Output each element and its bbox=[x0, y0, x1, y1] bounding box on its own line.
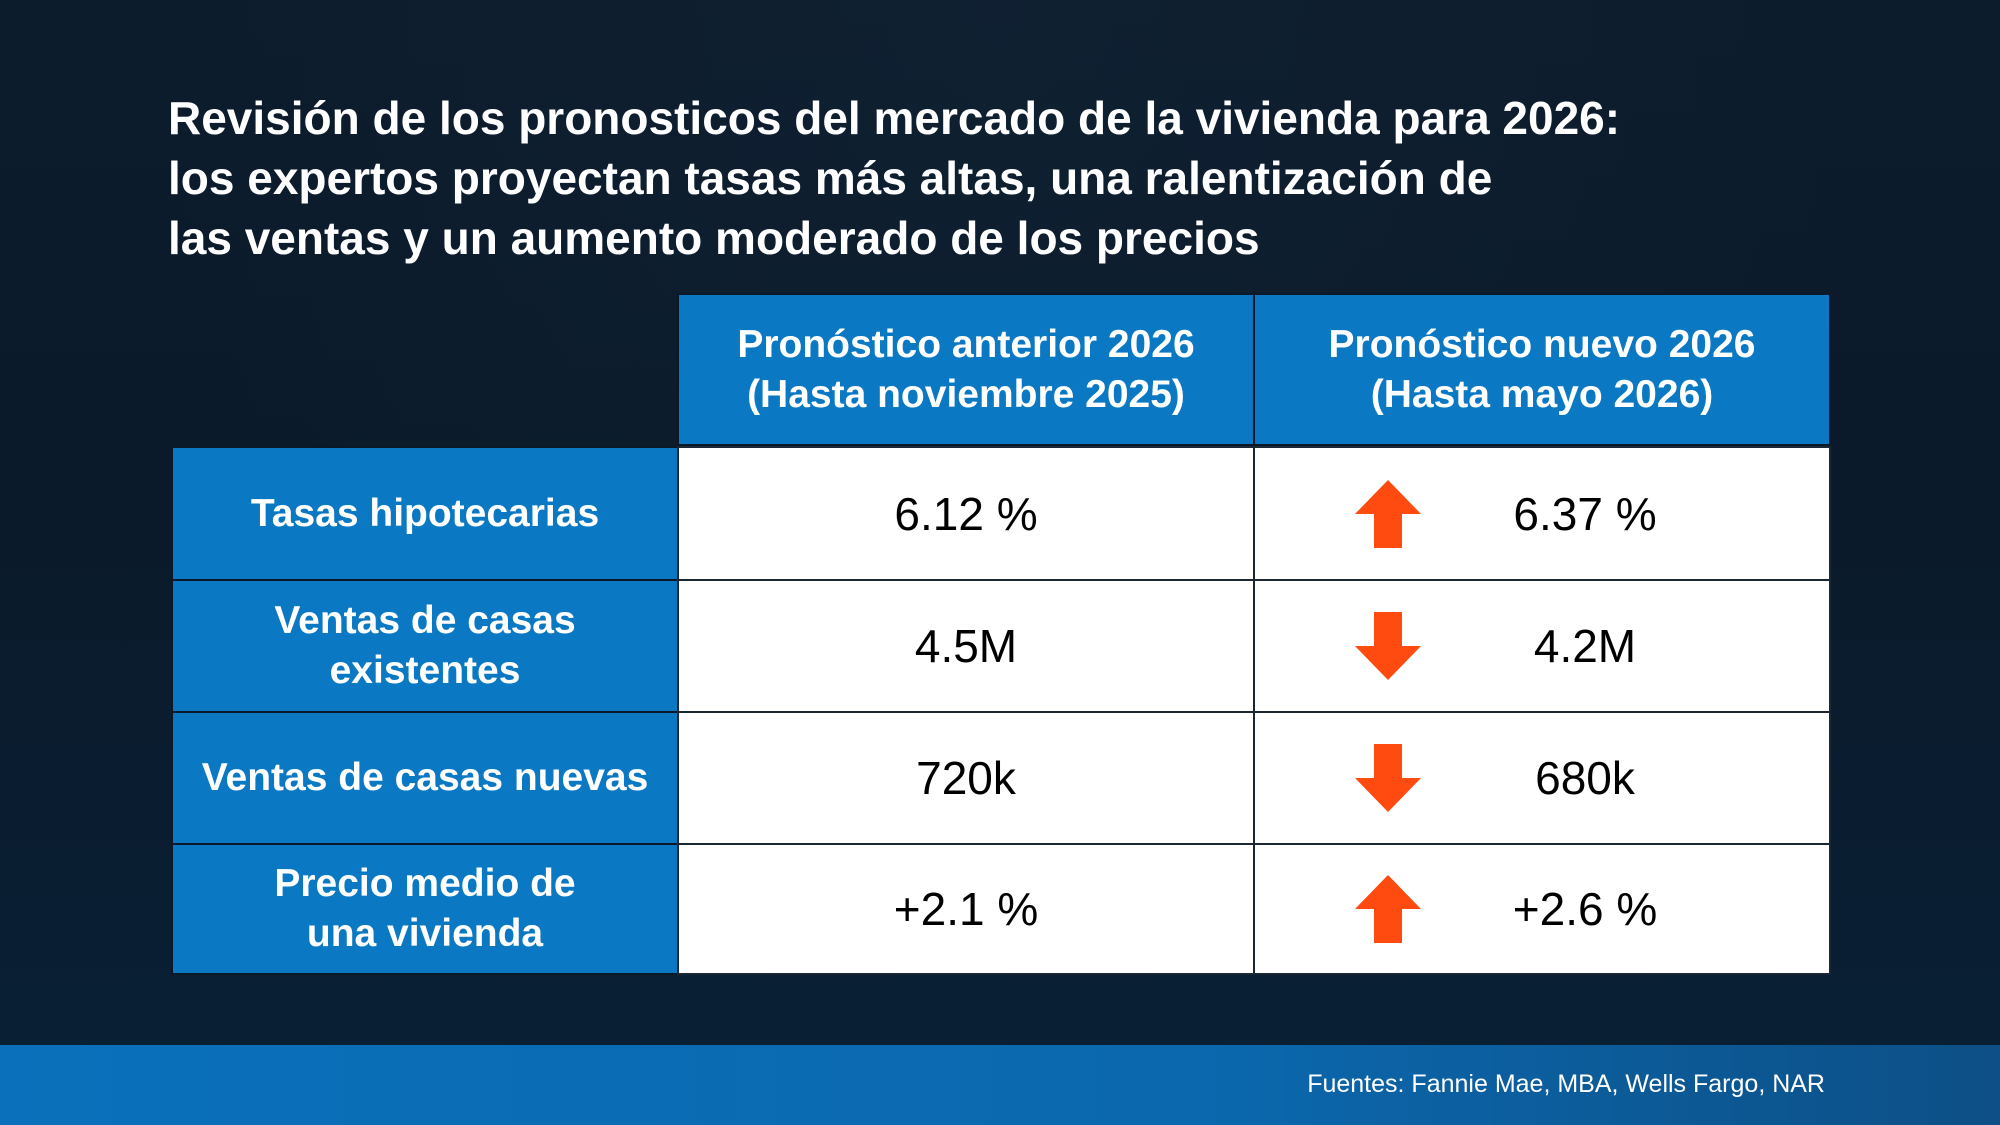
row-label-line-1: Ventas de casas bbox=[274, 599, 576, 642]
column-header-previous-forecast: Pronóstico anterior 2026 (Hasta noviembr… bbox=[677, 293, 1255, 446]
arrow-up-icon bbox=[1353, 873, 1423, 945]
arrow-down-icon bbox=[1353, 742, 1423, 814]
sources-text: Fuentes: Fannie Mae, MBA, Wells Fargo, N… bbox=[1307, 1070, 1825, 1098]
row-label-median-home-price: Precio medio de una vivienda bbox=[171, 843, 679, 975]
row-label-line-2: una vivienda bbox=[306, 912, 544, 955]
footer-bar: Fuentes: Fannie Mae, MBA, Wells Fargo, N… bbox=[0, 1045, 2000, 1125]
title-line-2: los expertos proyectan tasas más altas, … bbox=[168, 152, 1493, 204]
row-label-mortgage-rates: Tasas hipotecarias bbox=[171, 446, 679, 581]
new-forecast-value: 680k bbox=[1535, 752, 1635, 804]
previous-forecast-value: +2.1 % bbox=[893, 883, 1039, 935]
row-label-line-1: Precio medio de bbox=[274, 862, 576, 905]
previous-forecast-cell: 4.5M bbox=[677, 579, 1255, 713]
new-forecast-cell: 680k bbox=[1253, 711, 1831, 845]
table-row-mortgage-rates: Tasas hipotecarias 6.12 % 6.37 % bbox=[171, 446, 1831, 581]
row-label-line-1: Ventas de casas nuevas bbox=[201, 756, 649, 799]
new-forecast-value: 6.37 % bbox=[1513, 487, 1657, 540]
page-title: Revisión de los pronosticos del mercado … bbox=[168, 88, 1868, 268]
row-label-existing-home-sales: Ventas de casas existentes bbox=[171, 579, 679, 713]
title-line-1: Revisión de los pronosticos del mercado … bbox=[168, 92, 1621, 144]
column-header-new-forecast: Pronóstico nuevo 2026 (Hasta mayo 2026) bbox=[1253, 293, 1831, 446]
table-row-existing-home-sales: Ventas de casas existentes 4.5M 4.2M bbox=[171, 579, 1831, 713]
column-header-previous-subtitle: (Hasta noviembre 2025) bbox=[747, 372, 1185, 416]
row-label-new-home-sales: Ventas de casas nuevas bbox=[171, 711, 679, 845]
new-forecast-value: +2.6 % bbox=[1512, 883, 1658, 935]
title-line-3: las ventas y un aumento moderado de los … bbox=[168, 212, 1260, 264]
new-forecast-cell: +2.6 % bbox=[1253, 843, 1831, 975]
previous-forecast-cell: +2.1 % bbox=[677, 843, 1255, 975]
arrow-up-icon bbox=[1353, 478, 1423, 550]
column-header-new-title: Pronóstico nuevo 2026 bbox=[1328, 322, 1756, 366]
table-row-median-home-price: Precio medio de una vivienda +2.1 % +2.6… bbox=[171, 843, 1831, 975]
column-header-previous-title: Pronóstico anterior 2026 bbox=[737, 322, 1195, 366]
previous-forecast-value: 720k bbox=[916, 752, 1016, 804]
new-forecast-cell: 4.2M bbox=[1253, 579, 1831, 713]
new-forecast-cell: 6.37 % bbox=[1253, 446, 1831, 581]
previous-forecast-cell: 720k bbox=[677, 711, 1255, 845]
table-row-new-home-sales: Ventas de casas nuevas 720k 680k bbox=[171, 711, 1831, 845]
column-header-new-subtitle: (Hasta mayo 2026) bbox=[1370, 372, 1714, 416]
forecast-table: Pronóstico anterior 2026 (Hasta noviembr… bbox=[171, 293, 1831, 983]
previous-forecast-cell: 6.12 % bbox=[677, 446, 1255, 581]
arrow-down-icon bbox=[1353, 610, 1423, 682]
previous-forecast-value: 4.5M bbox=[914, 620, 1018, 672]
row-label-line-2: existentes bbox=[329, 649, 521, 692]
row-label-line-1: Tasas hipotecarias bbox=[250, 491, 600, 535]
new-forecast-value: 4.2M bbox=[1533, 620, 1637, 672]
previous-forecast-value: 6.12 % bbox=[894, 487, 1038, 540]
